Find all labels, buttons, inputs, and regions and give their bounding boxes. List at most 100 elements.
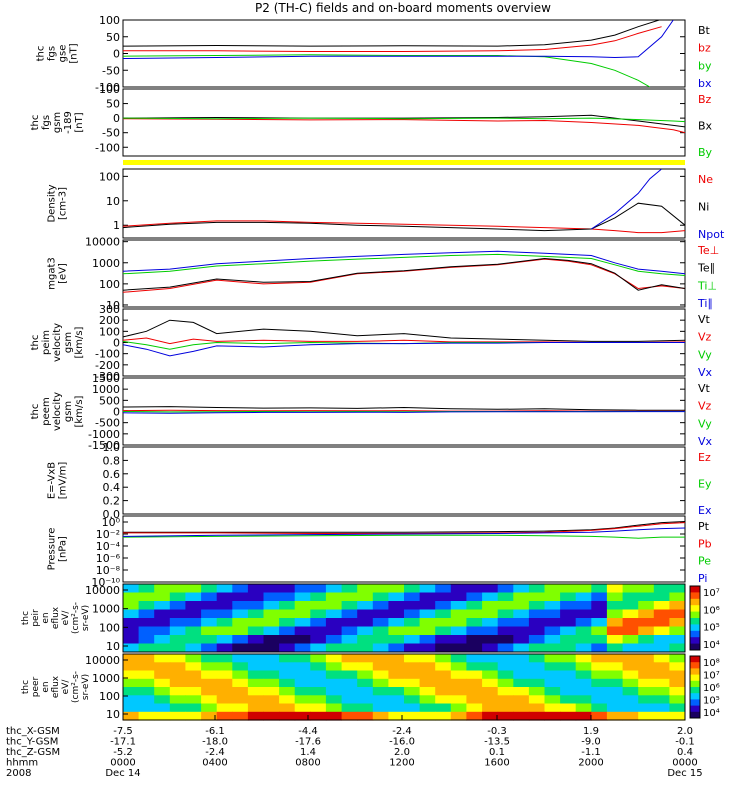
spectrogram-cell — [466, 711, 483, 721]
spectrogram-cell — [169, 687, 186, 696]
spectrogram-cell — [653, 662, 670, 672]
spectrogram-cell — [372, 626, 389, 636]
spectrogram-cell — [341, 643, 358, 653]
y-axis-label: peim — [41, 330, 52, 355]
spectrogram-cell — [138, 592, 155, 602]
y-tick-label: 10 — [106, 708, 120, 721]
spectrogram-cell — [232, 601, 249, 610]
y-axis-label: thc — [30, 335, 41, 351]
spectrogram-cell — [201, 626, 218, 636]
legend-Pi: Pi — [698, 572, 707, 585]
spectrogram-cell — [185, 592, 202, 602]
spectrogram-cell — [466, 678, 483, 688]
spectrogram-peer: 10000 1000 100 10 thc peer en eflux eV/(cm²-s-sr… — [21, 653, 720, 721]
spectrogram-cell — [169, 601, 186, 610]
spectrogram-cell — [622, 670, 639, 680]
spectrogram-cell — [622, 695, 639, 705]
spectrogram-cell — [201, 678, 218, 688]
spectrogram-cell — [606, 695, 623, 705]
spectrogram-cell — [591, 662, 608, 672]
spectrogram-cell — [357, 711, 374, 721]
spectrogram-cell — [575, 584, 592, 593]
colorbar-segment — [690, 693, 700, 700]
x-axis-value: 0.1 — [489, 747, 505, 758]
spectrogram-cell — [404, 643, 421, 653]
series-bz-line — [123, 26, 662, 52]
spectrogram-cell — [216, 635, 233, 644]
spectrogram-cell — [372, 703, 389, 713]
spectrogram-cell — [575, 678, 592, 688]
x-axis-value: Dec 15 — [667, 768, 702, 779]
spectrogram-cell — [372, 609, 389, 619]
x-axis-row-label: 2008 — [6, 768, 31, 779]
spectrogram-cell — [247, 687, 264, 696]
spectrogram-cell — [575, 618, 592, 627]
spectrogram-cell — [138, 711, 155, 721]
spectrogram-cell — [357, 703, 374, 713]
y-axis-label: gsm — [52, 112, 63, 133]
spectrogram-cell — [622, 601, 639, 610]
colorbar-segment — [690, 637, 700, 645]
spectrogram-cell — [247, 711, 264, 721]
spectrogram-cell — [279, 635, 296, 644]
spectrogram-cell — [216, 609, 233, 619]
spectrogram-cell — [310, 592, 327, 602]
spectrogram-cell — [638, 592, 655, 602]
spectrogram-cell — [669, 592, 686, 602]
spectrogram-cell — [560, 601, 577, 610]
spectrogram-cell — [622, 687, 639, 696]
spectrogram-cell — [606, 592, 623, 602]
spectrogram-cell — [325, 584, 342, 593]
y-tick-label: 10 — [106, 195, 120, 208]
spectrogram-cell — [154, 687, 171, 696]
spectrogram-cell — [154, 618, 171, 627]
spectrogram-cell — [357, 635, 374, 644]
spectrogram-cell — [357, 643, 374, 653]
spectrogram-cell — [279, 618, 296, 627]
spectrogram-cell — [466, 584, 483, 593]
spectrogram-cell — [279, 678, 296, 688]
spectrogram-cell — [528, 687, 545, 696]
y-tick-label: 500 — [99, 394, 120, 407]
y-tick-label: 200 — [99, 314, 120, 327]
spectrogram-cell — [216, 626, 233, 636]
spectrogram-cell — [294, 662, 311, 672]
spectrogram-cell — [622, 703, 639, 713]
x-axis-value: -13.5 — [484, 737, 510, 748]
spectrogram-cell — [325, 678, 342, 688]
spectrogram-cell — [310, 678, 327, 688]
colorbar-segment — [690, 711, 700, 719]
spectrogram-cell — [638, 662, 655, 672]
spectrogram-cell — [216, 601, 233, 610]
spectrogram-cell — [544, 609, 561, 619]
spectrogram-cell — [216, 592, 233, 602]
spectrogram-cell — [513, 711, 530, 721]
spectrogram-cell — [294, 584, 311, 593]
spectrogram-cell — [232, 643, 249, 653]
spectrogram-cell — [435, 584, 452, 593]
spectrogram-cell — [450, 609, 467, 619]
spectrogram-cell — [294, 643, 311, 653]
spectrogram-cell — [247, 626, 264, 636]
spectrogram-cell — [279, 592, 296, 602]
spectrogram-cell — [169, 584, 186, 593]
spectrogram-cell — [606, 618, 623, 627]
spectrogram-cell — [310, 695, 327, 705]
spectrogram-cell — [138, 670, 155, 680]
spectrogram-cell — [123, 601, 140, 610]
spectrogram-cell — [575, 703, 592, 713]
spectrogram-cell — [185, 618, 202, 627]
spectrogram-cell — [247, 592, 264, 602]
spectrogram-cell — [185, 695, 202, 705]
x-axis-value: -17.6 — [295, 737, 321, 748]
spectrogram-cell — [388, 662, 405, 672]
y-axis-label: [km/s] — [74, 395, 85, 427]
spectrogram-cell — [591, 643, 608, 653]
x-axis-value: -4.4 — [298, 726, 318, 737]
spectrogram-cell — [169, 618, 186, 627]
spectrogram-cell — [450, 626, 467, 636]
spectrogram-cell — [263, 662, 280, 672]
spectrogram-cell — [482, 601, 499, 610]
spectrogram-cell — [606, 643, 623, 653]
